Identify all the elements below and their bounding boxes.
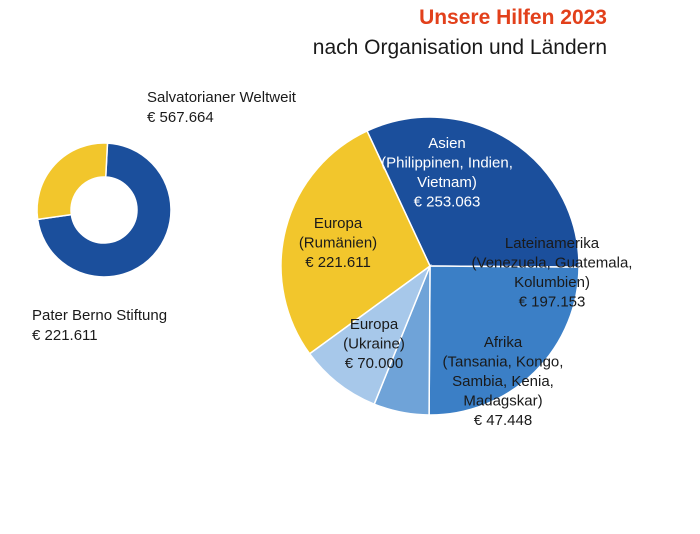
donut-label-pater-berno: Pater Berno Stiftung € 221.611: [32, 306, 167, 346]
pie-label-line: (Tansania, Kongo,: [443, 354, 564, 371]
pie-label-3: Europa (Ukraine) € 70.000: [343, 316, 405, 372]
donut-label-value: € 221.611: [32, 327, 98, 344]
pie-label-value: € 47.448: [474, 412, 532, 429]
pie-label-2: Afrika (Tansania, Kongo, Sambia, Kenia, Mad…: [443, 334, 564, 429]
pie-label-value: € 197.153: [519, 294, 586, 311]
pie-label-0: Asien (Philippinen, Indien, Vietnam) € 253.…: [381, 135, 513, 211]
pie-label-line: Europa: [350, 316, 399, 333]
pie-label-1: Lateinamerika (Venezuela, Guatemala, Kolum…: [472, 235, 633, 311]
pie-label-line: (Rumänien): [299, 235, 377, 252]
pie-label-line: (Philippinen, Indien,: [381, 155, 513, 172]
pie-slice-0: [366, 116, 580, 268]
donut-label-name: Salvatorianer Weltweit: [147, 89, 296, 106]
pie-label-line: Madagskar): [463, 393, 542, 410]
pie-label-line: Sambia, Kenia,: [452, 373, 554, 390]
pie-slice-4: [280, 129, 431, 355]
donut-label-value: € 567.664: [147, 109, 214, 126]
pie-label-value: € 253.063: [414, 194, 481, 211]
donut-slice-1: [36, 142, 109, 221]
donut-label-name: Pater Berno Stiftung: [32, 307, 168, 324]
pie-slice-1: [428, 265, 580, 416]
donut-slice-0: [36, 142, 172, 278]
pie-label-4: Europa (Rumänien) € 221.611: [299, 215, 377, 271]
pie-label-value: € 70.000: [345, 355, 403, 372]
pie-chart: [280, 116, 580, 416]
donut-label-salvatorianer: Salvatorianer Weltweit € 567.664: [147, 88, 296, 128]
donut-chart: [36, 142, 172, 278]
pie-label-line: Asien: [428, 135, 466, 152]
chart-subtitle: nach Organisation und Ländern: [312, 36, 607, 59]
pie-slice-3: [308, 263, 432, 406]
chart-title: Unsere Hilfen 2023: [419, 6, 607, 29]
pie-labels: Asien (Philippinen, Indien, Vietnam) € 253.…: [299, 135, 633, 429]
pie-label-line: Afrika: [484, 334, 523, 351]
pie-label-line: Kolumbien): [514, 274, 590, 291]
pie-label-line: Europa: [314, 215, 363, 232]
pie-label-value: € 221.611: [305, 254, 371, 271]
pie-label-line: (Venezuela, Guatemala,: [472, 255, 633, 272]
pie-label-line: (Ukraine): [343, 336, 405, 353]
pie-label-line: Lateinamerika: [505, 235, 600, 252]
pie-label-line: Vietnam): [417, 174, 477, 191]
